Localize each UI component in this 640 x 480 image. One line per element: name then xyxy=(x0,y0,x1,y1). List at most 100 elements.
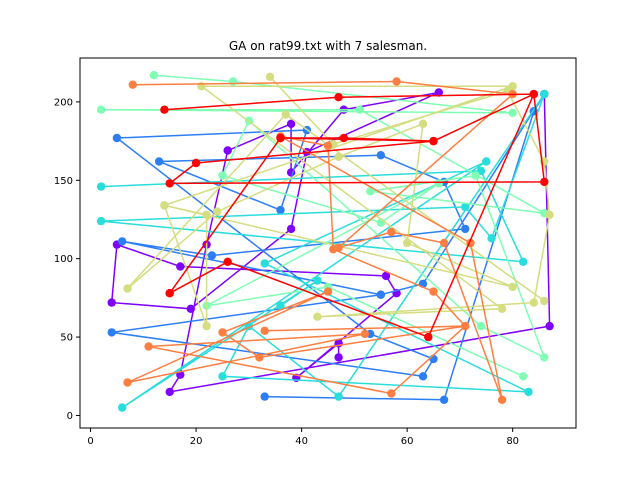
data-point xyxy=(276,133,285,143)
data-point xyxy=(323,141,333,150)
data-point xyxy=(540,177,549,187)
data-point xyxy=(339,133,348,143)
data-point xyxy=(255,353,264,362)
data-point xyxy=(176,262,185,271)
data-point xyxy=(329,245,338,254)
data-point xyxy=(487,234,496,243)
data-point xyxy=(165,289,174,298)
data-point xyxy=(160,105,169,114)
data-point xyxy=(202,321,211,331)
data-point xyxy=(429,287,438,296)
series-5 xyxy=(123,72,554,331)
x-tick-label: 40 xyxy=(295,436,308,447)
data-point xyxy=(392,77,401,86)
data-point xyxy=(276,301,285,310)
data-point xyxy=(223,257,232,266)
data-point xyxy=(497,304,507,313)
data-point xyxy=(355,105,364,114)
data-point xyxy=(123,378,132,387)
data-point xyxy=(323,287,333,296)
y-axis: 0 50 100 150 200 xyxy=(54,97,80,422)
data-point xyxy=(112,133,122,143)
data-point xyxy=(186,304,195,313)
data-point xyxy=(508,282,517,292)
y-tick-label: 100 xyxy=(54,254,73,265)
data-point xyxy=(376,290,385,299)
data-point xyxy=(265,72,275,82)
data-point xyxy=(529,89,538,99)
data-point xyxy=(218,171,227,180)
data-point xyxy=(482,157,491,166)
data-point xyxy=(218,372,227,381)
y-tick-label: 0 xyxy=(67,411,73,422)
data-point xyxy=(202,210,211,219)
data-point xyxy=(228,77,238,86)
data-point xyxy=(160,201,169,210)
data-point xyxy=(128,80,137,89)
data-point xyxy=(402,238,412,248)
data-point xyxy=(508,82,517,91)
chart-title: GA on rat99.txt with 7 salesman. xyxy=(229,39,427,53)
series-line xyxy=(164,91,546,339)
y-tick-label: 50 xyxy=(60,333,73,344)
data-point xyxy=(366,187,375,196)
data-point xyxy=(508,108,517,118)
series-4 xyxy=(96,71,549,381)
data-point xyxy=(286,224,296,234)
data-point xyxy=(540,89,549,99)
data-point xyxy=(96,105,106,114)
data-point xyxy=(123,284,132,293)
data-point xyxy=(418,372,428,381)
data-point xyxy=(524,387,533,397)
series-line xyxy=(101,93,546,409)
series-layer xyxy=(96,71,554,412)
data-point xyxy=(360,329,370,339)
data-point xyxy=(540,296,549,306)
data-point xyxy=(118,403,127,412)
data-point xyxy=(540,353,549,362)
data-point xyxy=(281,110,290,119)
data-point xyxy=(519,372,528,381)
y-tick-label: 200 xyxy=(54,97,73,108)
data-point xyxy=(381,271,391,281)
data-point xyxy=(434,179,443,188)
series-7 xyxy=(160,89,549,342)
data-point xyxy=(334,392,343,401)
series-line xyxy=(127,80,515,401)
x-axis: 0 20 40 60 80 xyxy=(87,428,519,447)
data-point xyxy=(387,389,396,398)
data-point xyxy=(260,392,269,401)
data-point xyxy=(96,182,106,191)
data-point xyxy=(191,158,201,168)
data-point xyxy=(334,93,343,102)
data-point xyxy=(545,321,554,331)
data-point xyxy=(545,210,554,219)
data-point xyxy=(313,276,322,285)
data-point xyxy=(165,387,174,397)
data-point xyxy=(497,395,507,404)
data-point xyxy=(429,136,438,146)
data-point xyxy=(461,321,470,331)
y-tick-label: 150 xyxy=(54,176,73,187)
data-point xyxy=(387,227,396,237)
data-point xyxy=(276,205,285,215)
data-point xyxy=(529,298,538,307)
data-point xyxy=(424,332,433,342)
series-line xyxy=(126,76,551,327)
data-point xyxy=(223,146,232,155)
data-point xyxy=(144,342,153,351)
data-point xyxy=(439,238,449,248)
data-point xyxy=(149,71,159,80)
data-point xyxy=(260,259,269,268)
data-point xyxy=(165,179,174,188)
data-point xyxy=(207,251,217,260)
data-point xyxy=(96,216,106,226)
data-point xyxy=(154,157,164,166)
data-point xyxy=(334,152,343,161)
data-point xyxy=(118,237,127,246)
plot-frame xyxy=(79,57,577,429)
data-point xyxy=(434,88,443,97)
data-point xyxy=(519,257,528,266)
